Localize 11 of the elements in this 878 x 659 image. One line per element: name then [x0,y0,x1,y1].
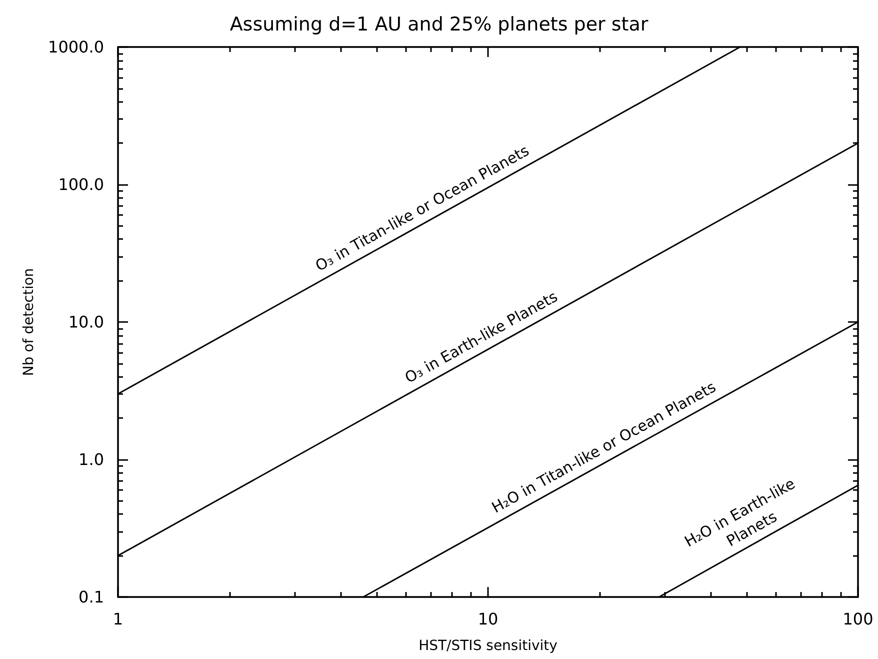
y-tick-label: 10.0 [68,312,104,332]
y-tick-label: 0.1 [78,588,104,606]
x-tick-label: 1 [112,610,124,628]
x-axis-title: HST/STIS sensitivity [418,638,558,654]
x-tick-label: 10 [478,610,498,628]
x-tick-label: 100 [842,610,874,628]
y-tick-label: 1.0 [78,450,104,469]
chart-title: Assuming d=1 AU and 25% planets per star [230,14,648,36]
y-tick-label: 1000.0 [48,38,104,56]
y-tick-label: 100.0 [58,175,104,194]
y-axis-title: Nb of detection [21,268,37,376]
